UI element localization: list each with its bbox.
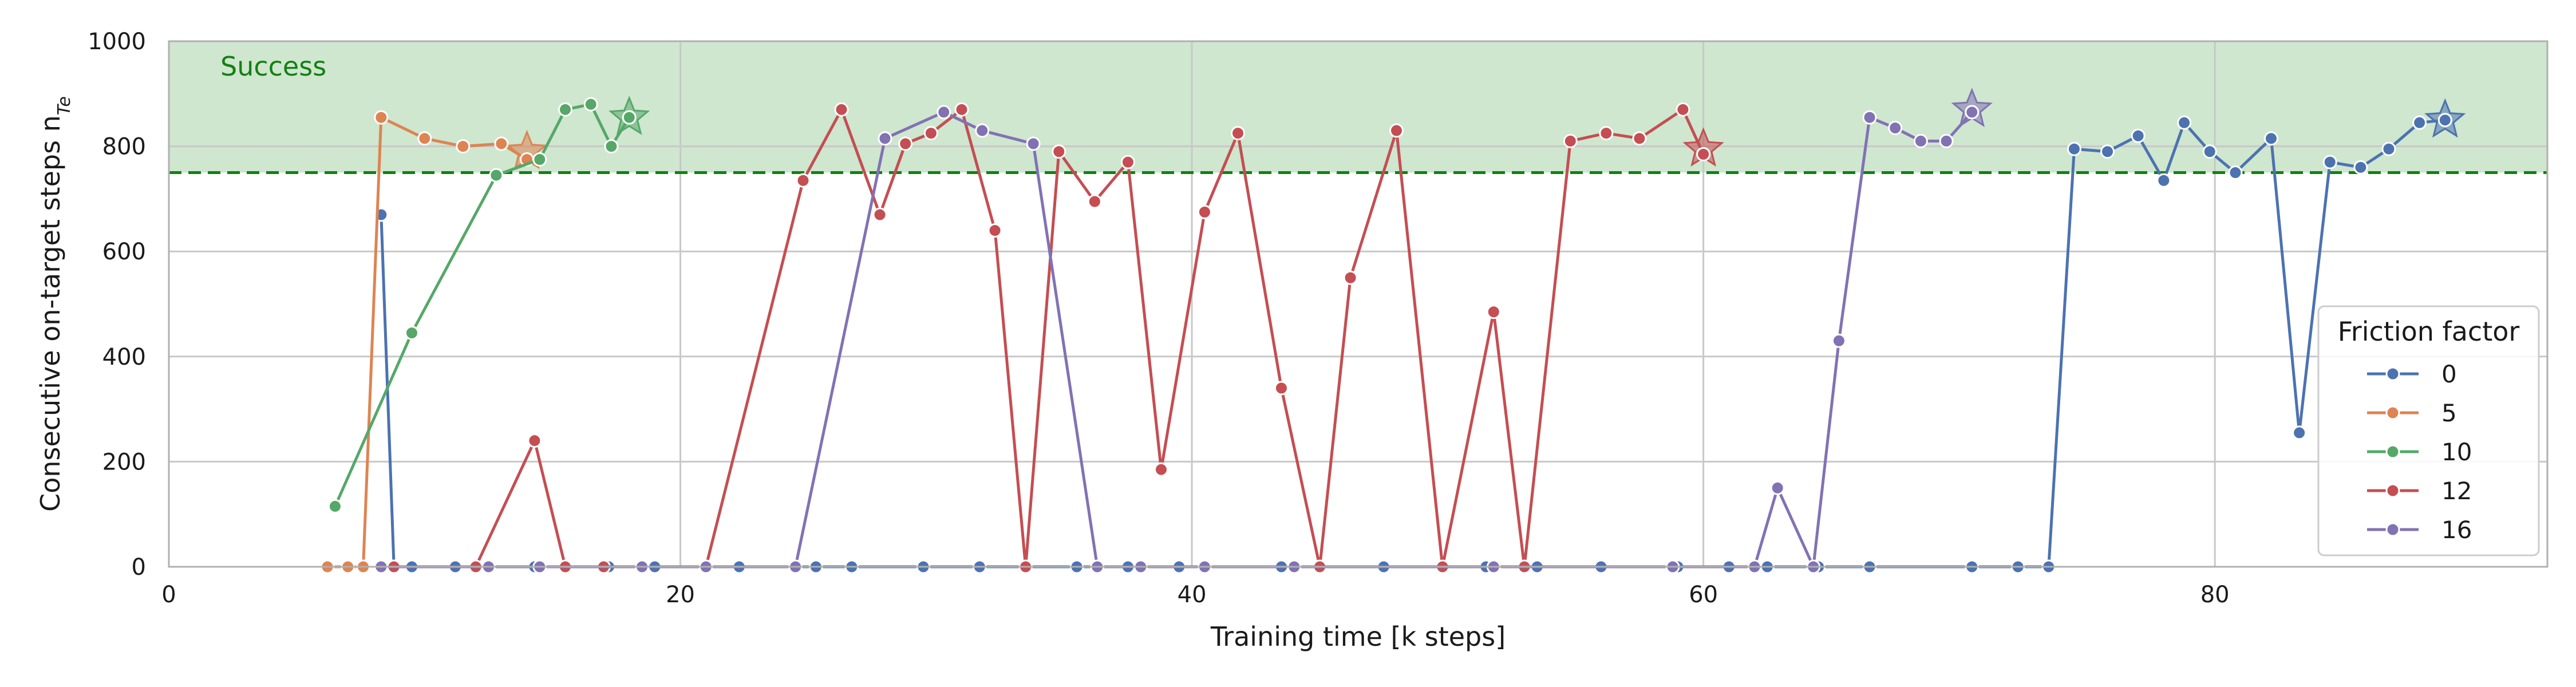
data-point bbox=[2100, 144, 2115, 159]
y-tick-label: 600 bbox=[102, 239, 146, 265]
x-tick-label: 40 bbox=[1178, 582, 1207, 608]
series-line-12 bbox=[394, 108, 1705, 568]
legend-swatch-marker bbox=[2385, 522, 2400, 537]
legend: Friction factor 0 5 10 12 16 bbox=[2317, 305, 2540, 556]
data-point bbox=[489, 168, 504, 183]
data-point bbox=[604, 139, 619, 154]
data-point bbox=[622, 110, 637, 125]
data-point bbox=[1153, 462, 1168, 477]
data-point bbox=[2263, 131, 2278, 146]
x-tick-label: 0 bbox=[161, 582, 176, 608]
data-point bbox=[1862, 110, 1877, 125]
data-point bbox=[417, 131, 432, 146]
data-point bbox=[2437, 113, 2452, 128]
series-line-16 bbox=[381, 110, 1973, 568]
data-point bbox=[2353, 160, 2368, 175]
series-5 bbox=[320, 110, 548, 574]
data-point bbox=[937, 105, 951, 120]
data-point bbox=[1231, 126, 1246, 141]
y-tick-label: 400 bbox=[102, 344, 146, 370]
data-point bbox=[1939, 133, 1954, 148]
legend-swatch-marker bbox=[2385, 366, 2400, 381]
data-point bbox=[1770, 480, 1785, 495]
data-point bbox=[872, 207, 887, 222]
data-point bbox=[1831, 333, 1846, 348]
data-point bbox=[2228, 165, 2243, 180]
legend-swatch-marker bbox=[2385, 483, 2400, 498]
y-tick-label: 800 bbox=[102, 134, 146, 160]
data-point bbox=[1965, 105, 1980, 120]
data-point bbox=[1343, 270, 1358, 285]
legend-box bbox=[2317, 305, 2540, 556]
data-point bbox=[1274, 381, 1289, 396]
series-line-10 bbox=[334, 102, 631, 507]
series-line-5 bbox=[327, 116, 528, 568]
x-axis-label: Training time [k steps] bbox=[1210, 621, 1506, 652]
data-point bbox=[327, 499, 342, 514]
data-point bbox=[1632, 131, 1647, 146]
data-point bbox=[527, 433, 542, 448]
series-line-0 bbox=[380, 119, 2445, 568]
data-point bbox=[2381, 141, 2396, 156]
x-tick-label: 60 bbox=[1689, 582, 1718, 608]
data-point bbox=[2156, 173, 2171, 188]
legend-swatch-marker bbox=[2385, 444, 2400, 459]
data-point bbox=[1696, 147, 1711, 161]
legend-entry-label: 0 bbox=[2441, 360, 2457, 388]
data-point bbox=[1197, 204, 1212, 219]
data-point bbox=[532, 152, 547, 167]
data-point bbox=[1563, 133, 1578, 148]
data-point bbox=[2202, 144, 2217, 159]
data-point bbox=[2067, 141, 2081, 156]
data-point bbox=[1389, 123, 1404, 138]
data-point bbox=[987, 223, 1002, 238]
data-point bbox=[1087, 194, 1102, 209]
x-tick-label: 20 bbox=[666, 582, 695, 608]
success-label: Success bbox=[220, 51, 326, 82]
data-point bbox=[1486, 305, 1501, 319]
legend-entry-label: 5 bbox=[2441, 399, 2457, 427]
series-10 bbox=[327, 96, 650, 514]
data-point bbox=[374, 110, 389, 125]
legend-entry-label: 16 bbox=[2441, 516, 2472, 544]
y-tick-label: 200 bbox=[102, 449, 146, 475]
data-point bbox=[494, 136, 509, 151]
data-point bbox=[456, 139, 471, 154]
legend-swatch-marker bbox=[2385, 405, 2400, 420]
data-point bbox=[1026, 136, 1041, 151]
data-point bbox=[404, 325, 419, 340]
data-point bbox=[1052, 144, 1066, 159]
x-tick-label: 80 bbox=[2200, 582, 2230, 608]
legend-title: Friction factor bbox=[2338, 316, 2520, 347]
data-point bbox=[1913, 133, 1928, 148]
data-point bbox=[2412, 115, 2427, 130]
data-point bbox=[954, 102, 969, 117]
data-point bbox=[1676, 102, 1690, 117]
y-tick-label: 1000 bbox=[88, 29, 146, 55]
legend-entry-label: 10 bbox=[2441, 438, 2472, 466]
data-point bbox=[2177, 115, 2192, 130]
data-point bbox=[2322, 155, 2337, 169]
data-point bbox=[583, 97, 598, 112]
data-point bbox=[878, 131, 892, 146]
data-point bbox=[2292, 425, 2307, 440]
data-point bbox=[1599, 126, 1614, 141]
y-tick-label: 0 bbox=[132, 554, 146, 581]
data-point bbox=[975, 123, 990, 138]
data-point bbox=[1120, 155, 1135, 169]
legend-entry-label: 12 bbox=[2441, 477, 2472, 505]
data-point bbox=[558, 102, 572, 117]
data-point bbox=[923, 126, 938, 141]
plot-frame bbox=[168, 40, 2549, 568]
data-point bbox=[796, 173, 811, 188]
data-point bbox=[1888, 120, 1903, 135]
data-point bbox=[834, 102, 849, 117]
data-point bbox=[2131, 128, 2146, 143]
data-point bbox=[898, 136, 913, 151]
y-axis-label: Consecutive on-target steps nTe bbox=[35, 96, 74, 512]
